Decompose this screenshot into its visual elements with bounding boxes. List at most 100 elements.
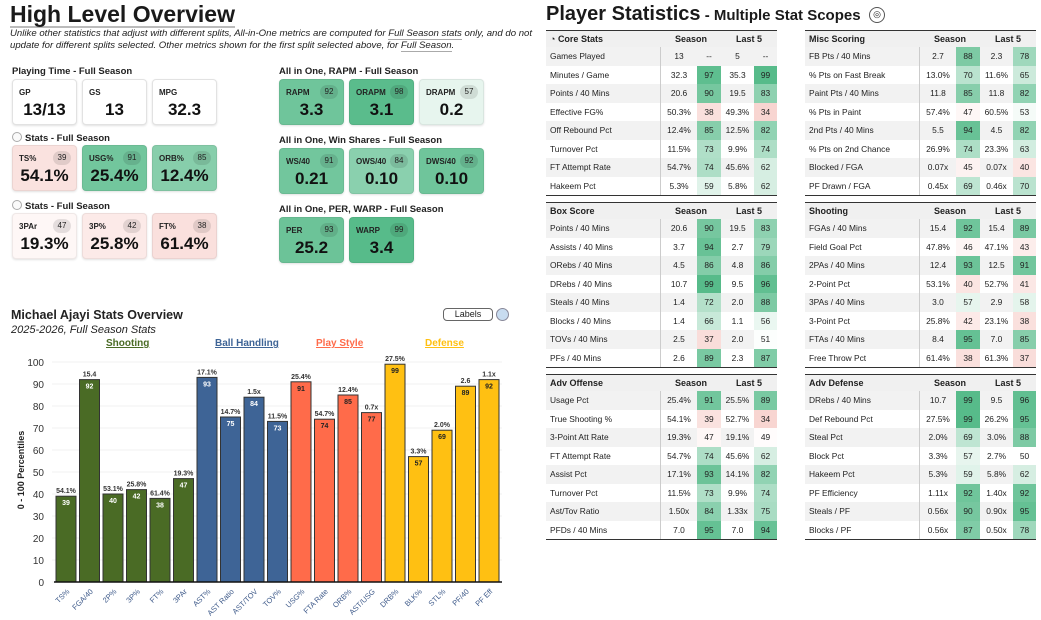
percentile-badge: 92 xyxy=(460,154,478,168)
stat-card: PER 93 25.2 xyxy=(279,217,344,263)
last5-value: 2.3 xyxy=(731,352,744,363)
stat-name: Hakeem Pct xyxy=(805,465,920,484)
group-label-ball-handling[interactable]: Ball Handling xyxy=(215,338,279,349)
season-header: Season xyxy=(674,378,707,388)
bar-TOV%[interactable] xyxy=(267,420,288,583)
bar-USG%[interactable] xyxy=(290,381,312,583)
last5-value: 5 xyxy=(735,51,740,61)
season-percentile: 85 xyxy=(697,121,721,140)
last5-value: 2.3 xyxy=(990,51,1003,61)
last5-percentile: 56 xyxy=(754,311,777,330)
bar-value-label: 93 xyxy=(203,381,211,388)
last5-percentile: 82 xyxy=(1013,121,1036,140)
table-row: Games Played 13 -- 5 -- xyxy=(546,47,777,66)
labels-toggle[interactable] xyxy=(496,308,509,321)
season-value: 57.4% xyxy=(926,106,950,117)
last5-percentile: 83 xyxy=(754,219,777,238)
stat-card: MPG 32.3 xyxy=(152,79,217,125)
bar-DRB%[interactable] xyxy=(384,363,406,583)
card-label: 3P% xyxy=(89,222,106,231)
season-value: 47.8% xyxy=(926,241,950,252)
stat-card: DWS/40 92 0.10 xyxy=(419,148,484,194)
bar-ORB%[interactable] xyxy=(337,394,359,583)
bar-STL%[interactable] xyxy=(431,429,453,583)
season-percentile: 90 xyxy=(697,219,721,238)
full-season-stats-link[interactable]: Full Season stats xyxy=(388,28,462,40)
bar-value-label: 85 xyxy=(344,399,352,406)
bar-3PAr[interactable] xyxy=(173,478,194,583)
season-value: 50.3% xyxy=(667,106,691,117)
card-value: 25.8% xyxy=(90,234,139,253)
season-percentile: 47 xyxy=(697,428,721,447)
full-season-link[interactable]: Full Season xyxy=(400,40,452,52)
last5-header: Last 5 xyxy=(994,206,1021,216)
group-label-defense[interactable]: Defense xyxy=(425,338,464,349)
stat-name: FGAs / 40 Mins xyxy=(805,219,920,238)
y-tick-label: 30 xyxy=(33,512,45,523)
last5-percentile: 83 xyxy=(754,84,777,103)
bar-FGA/40[interactable] xyxy=(79,379,100,583)
bar-BLK%[interactable] xyxy=(408,456,429,583)
stat-name: Def Rebound Pct xyxy=(805,409,920,428)
bar-FT%[interactable] xyxy=(149,497,171,583)
card-label: FT% xyxy=(159,222,176,231)
stat-card: 3P% 42 25.8% xyxy=(82,213,147,259)
last5-percentile: 78 xyxy=(1013,520,1036,539)
bar-3P%[interactable] xyxy=(126,489,147,583)
season-value: 19.3% xyxy=(667,432,691,442)
bar-AST Ratio[interactable] xyxy=(220,416,241,583)
season-value: 0.56x xyxy=(927,506,949,516)
card-label: ORB% xyxy=(159,154,184,163)
season-value: 15.4 xyxy=(929,223,947,233)
bar-value-label: 75 xyxy=(227,421,235,428)
season-percentile: 66 xyxy=(697,311,721,330)
stat-name: ORebs / 40 Mins xyxy=(546,256,661,275)
table-row: Block Pct 3.3% 57 2.7% 50 xyxy=(805,446,1036,465)
percentile-badge: 92 xyxy=(320,85,338,99)
bar-TS%[interactable] xyxy=(55,495,77,583)
bar-AST/USG[interactable] xyxy=(361,412,382,583)
stat-name: Paint Pts / 40 Mins xyxy=(805,84,920,103)
bar-value-label: 77 xyxy=(368,417,376,424)
last5-value: 52.7% xyxy=(725,413,750,424)
section-radio[interactable] xyxy=(12,132,22,142)
last5-percentile: 62 xyxy=(754,158,777,177)
stat-name: PFs / 40 Mins xyxy=(546,348,661,367)
bar-AST/TOV[interactable] xyxy=(243,396,265,583)
table-row: Ast/Tov Ratio 1.50x 84 1.33x 75 xyxy=(546,502,777,521)
bar-value-label: 74 xyxy=(321,423,329,430)
group-label-play-style[interactable]: Play Style xyxy=(316,338,364,349)
y-tick-label: 0 xyxy=(38,578,44,589)
stat-card: ORAPM 98 3.1 xyxy=(349,79,414,125)
subtitle-text: . xyxy=(451,40,455,51)
bar-2P%[interactable] xyxy=(102,493,124,583)
season-value: 53.1% xyxy=(926,278,950,289)
table-row: Assists / 40 Mins 3.7 94 2.7 79 xyxy=(546,237,777,256)
bar-value-label: 57 xyxy=(415,461,423,468)
bar-PF Eff[interactable] xyxy=(478,379,500,583)
last5-value: 2.7 xyxy=(731,241,744,252)
card-label: PER xyxy=(286,226,303,235)
group-label-shooting[interactable]: Shooting xyxy=(106,338,150,349)
bar-PF/40[interactable] xyxy=(455,385,476,583)
stat-name: 2PAs / 40 Mins xyxy=(805,256,920,275)
table-header: Adv Defense Season Last 5 xyxy=(805,375,1036,391)
table-row: Free Throw Pct 61.4% 38 61.3% 37 xyxy=(805,348,1036,367)
section-radio[interactable] xyxy=(12,200,22,210)
subtitle-text: only, and do not update for different sp… xyxy=(10,28,533,51)
card-value: 13 xyxy=(105,100,124,119)
season-percentile: 59 xyxy=(697,176,721,195)
bar-FTA Rate[interactable] xyxy=(314,418,335,583)
stat-name: Field Goal Pct xyxy=(805,237,920,256)
season-percentile: 37 xyxy=(697,330,721,349)
table-row: True Shooting % 54.1% 39 52.7% 34 xyxy=(546,409,777,428)
stat-name: Effective FG% xyxy=(546,102,661,121)
labels-button[interactable]: Labels xyxy=(443,308,493,321)
stat-name: Hakeem Pct xyxy=(546,176,661,195)
table-title-text: Shooting xyxy=(809,206,848,216)
bar-AST%[interactable] xyxy=(196,376,218,583)
bar-value-label: 99 xyxy=(391,368,399,375)
bar-value-label: 69 xyxy=(438,434,446,441)
basketball-icon[interactable]: ◎ xyxy=(869,7,885,23)
last5-header: Last 5 xyxy=(994,378,1021,388)
